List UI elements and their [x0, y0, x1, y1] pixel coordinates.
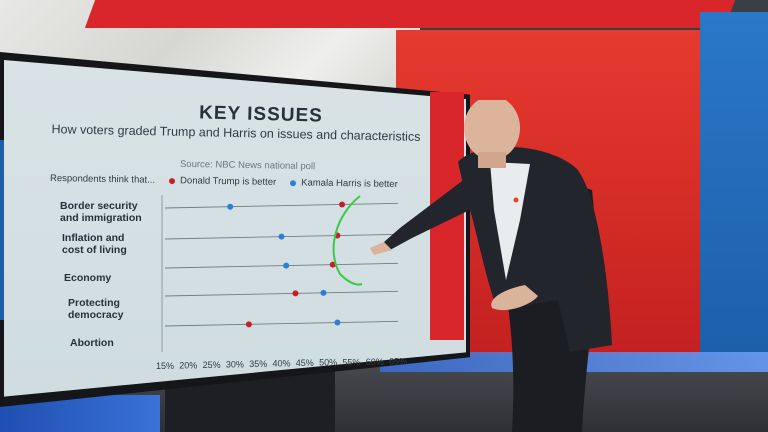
- x-tick-label: 55%: [342, 357, 360, 367]
- x-tick-label: 45%: [296, 358, 314, 368]
- x-tick-label: 35%: [249, 359, 267, 369]
- trump-point: [329, 261, 336, 268]
- x-tick-label: 40%: [272, 359, 290, 369]
- presenter-hand-pointing: [370, 242, 392, 255]
- trump-point: [339, 201, 346, 208]
- presenter-hand: [491, 285, 538, 311]
- category-label: Abortion: [70, 337, 114, 349]
- touchscreen-display[interactable]: [4, 60, 466, 397]
- x-tick-label: 65%: [389, 356, 407, 366]
- presenter-head: [464, 100, 520, 160]
- x-tick-label: 25%: [203, 360, 221, 370]
- x-tick-label: 60%: [366, 357, 384, 367]
- poppy-pin-icon: [513, 197, 519, 203]
- presenter-arm: [384, 175, 482, 250]
- row-line: [164, 202, 399, 209]
- row-line: [164, 262, 399, 269]
- harris-point: [334, 319, 341, 326]
- blue-wall-panel: [700, 12, 768, 372]
- presenter-shirt: [490, 162, 530, 280]
- x-tick-label: 50%: [319, 358, 337, 368]
- x-tick-label: 20%: [179, 361, 197, 371]
- harris-point: [283, 262, 290, 269]
- x-tick-label: 15%: [156, 361, 174, 371]
- annotation-arc: [332, 195, 363, 286]
- harris-point: [227, 203, 234, 210]
- harris-point: [320, 289, 327, 296]
- category-label: Protecting democracy: [68, 297, 124, 321]
- category-label: Border security and immigration: [60, 200, 142, 224]
- trump-point: [245, 321, 252, 328]
- trump-point: [292, 290, 299, 297]
- presenter-neck: [478, 152, 506, 168]
- x-tick-label: 30%: [226, 360, 244, 370]
- row-line: [164, 290, 399, 297]
- category-label: Inflation and cost of living: [62, 232, 127, 256]
- presenter: [370, 100, 612, 432]
- row-line: [164, 320, 399, 327]
- harris-point: [278, 233, 285, 240]
- category-label: Economy: [64, 272, 112, 284]
- presenter-figure: [370, 100, 612, 432]
